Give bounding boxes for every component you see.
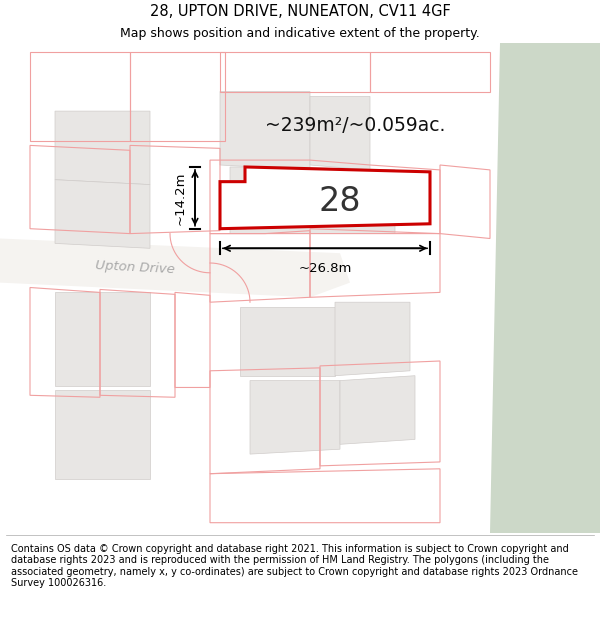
Polygon shape	[55, 180, 150, 248]
Polygon shape	[335, 302, 410, 376]
Text: ~26.8m: ~26.8m	[298, 262, 352, 275]
Text: ~239m²/~0.059ac.: ~239m²/~0.059ac.	[265, 116, 445, 135]
Polygon shape	[340, 376, 415, 444]
Text: Map shows position and indicative extent of the property.: Map shows position and indicative extent…	[120, 27, 480, 39]
Polygon shape	[55, 292, 150, 386]
Polygon shape	[490, 42, 600, 532]
Polygon shape	[55, 111, 150, 184]
Text: 28, UPTON DRIVE, NUNEATON, CV11 4GF: 28, UPTON DRIVE, NUNEATON, CV11 4GF	[149, 4, 451, 19]
Polygon shape	[55, 391, 150, 479]
Text: 28: 28	[319, 185, 361, 218]
Polygon shape	[0, 239, 350, 298]
Text: Upton Drive: Upton Drive	[95, 259, 175, 276]
Polygon shape	[310, 96, 370, 170]
Polygon shape	[220, 167, 430, 229]
Polygon shape	[230, 167, 395, 234]
Polygon shape	[240, 307, 335, 376]
Text: ~14.2m: ~14.2m	[174, 171, 187, 224]
Text: Contains OS data © Crown copyright and database right 2021. This information is : Contains OS data © Crown copyright and d…	[11, 544, 578, 588]
Polygon shape	[220, 91, 310, 170]
Polygon shape	[250, 381, 340, 454]
